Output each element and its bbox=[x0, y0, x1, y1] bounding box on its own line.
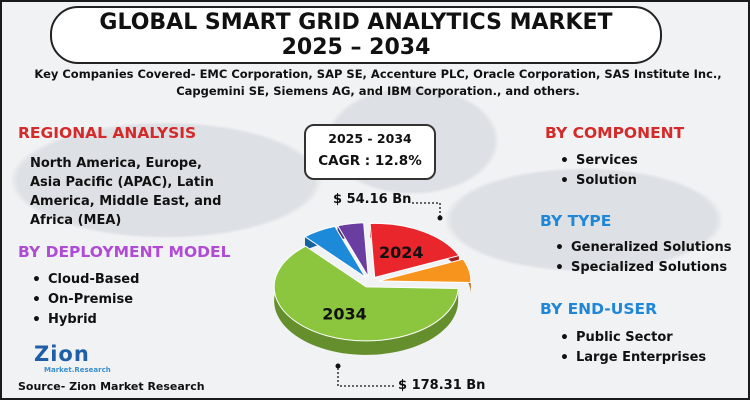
regional-line: North America, Europe, bbox=[30, 156, 202, 171]
cagr-years: 2025 - 2034 bbox=[328, 131, 412, 146]
deployment-model-title: BY DEPLOYMENT MODEL bbox=[18, 243, 231, 261]
pie-slice-segment-1 bbox=[378, 258, 472, 284]
pie-slice-label: 2024 bbox=[379, 243, 424, 262]
end-user-list: Public Sector Large Enterprises bbox=[558, 328, 706, 368]
companies-line-2: Capgemini SE, Siemens AG, and IBM Corpor… bbox=[176, 84, 580, 98]
leader-dot-2034 bbox=[335, 363, 341, 369]
by-end-user-title: BY END-USER bbox=[540, 300, 658, 318]
pie-slice-segment-4 bbox=[336, 222, 369, 277]
list-item: Services bbox=[558, 151, 638, 171]
companies-line-1: Key Companies Covered- EMC Corporation, … bbox=[34, 67, 722, 81]
pie-slice-segment-3 bbox=[304, 225, 366, 278]
leader-dot-2024 bbox=[437, 215, 443, 221]
logo-wordmark: Zion bbox=[34, 342, 90, 366]
pie-slice-label: 2034 bbox=[322, 305, 367, 324]
value-label-2034: $ 178.31 Bn bbox=[398, 378, 486, 393]
by-type-title: BY TYPE bbox=[540, 212, 612, 230]
deployment-list: Cloud-Based On-Premise Hybrid bbox=[30, 270, 139, 330]
list-item: Specialized Solutions bbox=[553, 258, 731, 278]
list-item: Solution bbox=[558, 171, 638, 191]
logo-subtext: Market.Research bbox=[44, 366, 111, 374]
value-label-2024: $ 54.16 Bn bbox=[333, 192, 412, 207]
list-item: Cloud-Based bbox=[30, 270, 139, 290]
leader-line-2024 bbox=[412, 202, 441, 216]
regional-analysis-title: REGIONAL ANALYSIS bbox=[18, 124, 197, 142]
regional-line: America, Middle East, and bbox=[30, 194, 222, 209]
cagr-value: CAGR : 12.8% bbox=[318, 153, 422, 169]
list-item: Public Sector bbox=[558, 328, 706, 348]
source-note: Source- Zion Market Research bbox=[18, 380, 205, 393]
title-line-2: 2025 – 2034 bbox=[281, 35, 431, 60]
list-item: Generalized Solutions bbox=[553, 238, 731, 258]
by-component-title: BY COMPONENT bbox=[545, 124, 685, 142]
regional-line: Asia Pacific (APAC), Latin bbox=[30, 175, 214, 190]
cagr-box: 2025 - 2034 CAGR : 12.8% bbox=[304, 124, 436, 180]
list-item: On-Premise bbox=[30, 290, 139, 310]
title-banner: GLOBAL SMART GRID ANALYTICS MARKET 2025 … bbox=[50, 6, 662, 64]
leader-line-2034 bbox=[337, 368, 396, 387]
regional-line: Africa (MEA) bbox=[30, 213, 122, 228]
title-line-1: GLOBAL SMART GRID ANALYTICS MARKET bbox=[99, 10, 613, 35]
regional-list: North America, Europe, Asia Pacific (APA… bbox=[30, 154, 221, 230]
list-item: Large Enterprises bbox=[558, 348, 706, 368]
key-companies: Key Companies Covered- EMC Corporation, … bbox=[28, 66, 728, 100]
pie-slice-2024 bbox=[369, 222, 460, 279]
component-list: Services Solution bbox=[558, 151, 638, 191]
zion-logo: Zion Market.Research bbox=[30, 342, 130, 378]
list-item: Hybrid bbox=[30, 310, 139, 330]
type-list: Generalized Solutions Specialized Soluti… bbox=[553, 238, 731, 278]
pie-slice-2034 bbox=[273, 245, 459, 342]
